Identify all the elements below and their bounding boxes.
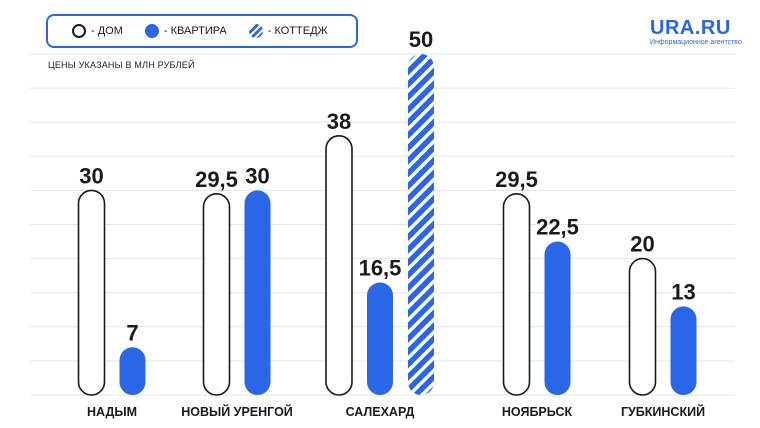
value-label-series-0-cat-1: 29,5 — [195, 167, 238, 192]
value-label-series-1-cat-1: 30 — [245, 163, 269, 188]
value-label-series-0-cat-4: 20 — [630, 232, 654, 257]
bar-series-1-cat-2 — [367, 282, 393, 395]
value-label-series-1-cat-4: 13 — [671, 279, 695, 304]
legend: - ДОМ - КВАРТИРА - КОТТЕДЖ — [46, 14, 358, 48]
logo: URA.RU Информационное агентство — [650, 18, 742, 47]
category-label-0: НАДЫМ — [87, 405, 137, 419]
bar-series-0-cat-2 — [325, 135, 353, 396]
legend-label-cottage: - КОТТЕДЖ — [267, 25, 328, 37]
legend-swatch-flat — [144, 24, 159, 38]
logo-title: URA.RU — [650, 17, 731, 39]
category-label-3: НОЯБРЬСК — [502, 405, 573, 419]
legend-label-house: - ДОМ — [91, 25, 123, 37]
value-label-series-1-cat-2: 16,5 — [359, 255, 402, 280]
chart-subtitle: ЦЕНЫ УКАЗАНЫ В МЛН РУБЛЕЙ — [48, 60, 195, 70]
bar-series-1-cat-4 — [670, 306, 697, 395]
category-labels: НАДЫМ НОВЫЙ УРЕНГОЙ САЛЕХАРД НОЯБРЬСК ГУБКИН… — [87, 404, 705, 419]
category-label-1: НОВЫЙ УРЕНГОЙ — [181, 404, 293, 419]
legend-item-house: - ДОМ — [72, 24, 123, 38]
legend-swatch-cottage — [248, 24, 263, 38]
bar-series-1-cat-3 — [544, 241, 571, 395]
legend-item-cottage: - КОТТЕДЖ — [248, 24, 328, 38]
bar-series-2-cat-2 — [408, 54, 434, 395]
value-label-series-2-cat-2: 50 — [409, 27, 433, 52]
bar-series-0-cat-1 — [202, 193, 231, 396]
bar-series-0-cat-4 — [628, 257, 657, 396]
value-label-series-0-cat-2: 38 — [327, 109, 351, 134]
bar-series-0-cat-3 — [502, 193, 531, 396]
bar-series-0-cat-0 — [77, 189, 106, 396]
logo-subtitle: Информационное агентство — [650, 39, 742, 46]
value-labels: 30 7 29,5 30 38 16,5 50 29,5 22,5 20 13 — [79, 27, 695, 345]
value-label-series-1-cat-0: 7 — [126, 320, 138, 345]
bars — [77, 54, 697, 396]
value-label-series-0-cat-0: 30 — [79, 163, 103, 188]
legend-swatch-house — [72, 24, 86, 38]
bar-series-1-cat-0 — [119, 347, 146, 395]
category-label-2: САЛЕХАРД — [346, 405, 415, 419]
value-label-series-1-cat-3: 22,5 — [536, 215, 579, 240]
value-label-series-0-cat-3: 29,5 — [495, 167, 538, 192]
legend-item-flat: - КВАРТИРА — [144, 24, 227, 38]
bar-series-1-cat-1 — [244, 190, 271, 395]
category-label-4: ГУБКИНСКИЙ — [621, 404, 705, 419]
legend-label-flat: - КВАРТИРА — [163, 25, 227, 37]
